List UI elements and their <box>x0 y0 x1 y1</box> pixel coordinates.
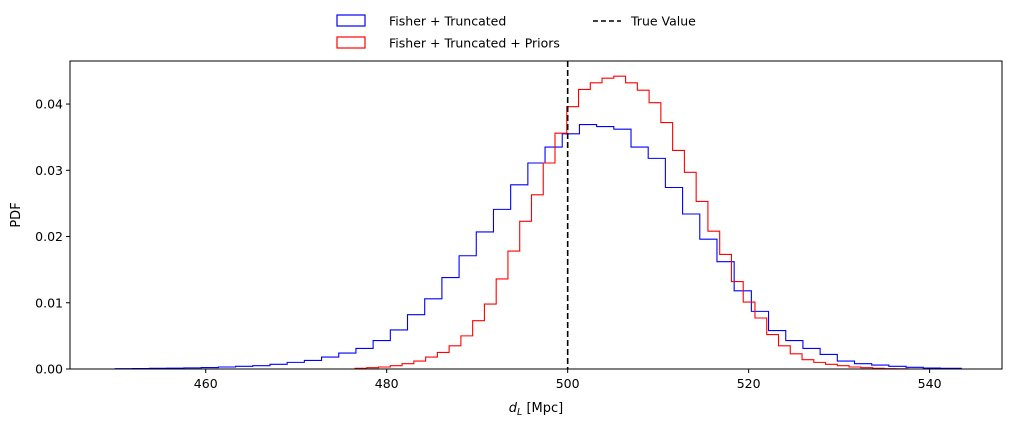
axes: 460 480 500 520 540 0.00 0.01 0.02 0.03 0.04 dL [M… <box>9 60 1003 418</box>
legend: Fisher + Truncated Fisher + Truncated + … <box>336 14 696 51</box>
histogram-series-fisher-truncated <box>114 124 962 369</box>
y-tick-label: 0.03 <box>35 163 63 178</box>
x-tick-label: 540 <box>918 376 942 391</box>
x-tick-label: 500 <box>556 376 580 391</box>
x-axis-label: dL [Mpc] <box>509 401 563 418</box>
x-tick-label: 520 <box>737 376 761 391</box>
legend-handle-fisher-truncated <box>336 14 366 27</box>
x-tick-label: 460 <box>194 376 218 391</box>
y-tick-label: 0.04 <box>35 97 63 112</box>
plot-frame <box>69 60 1003 370</box>
y-axis-label: PDF <box>9 202 24 227</box>
legend-label-true-value: True Value <box>630 14 696 29</box>
legend-handle-fisher-truncated-priors <box>336 36 366 49</box>
y-tick-label: 0.01 <box>35 295 63 310</box>
legend-label-fisher-truncated: Fisher + Truncated <box>389 14 506 29</box>
histogram-series-fisher-truncated-priors <box>354 75 909 369</box>
plot-area <box>114 61 962 369</box>
y-tick-label: 0.02 <box>35 229 63 244</box>
legend-label-fisher-truncated-priors: Fisher + Truncated + Priors <box>389 36 560 51</box>
y-tick-label: 0.00 <box>35 362 63 377</box>
x-tick-label: 480 <box>375 376 399 391</box>
